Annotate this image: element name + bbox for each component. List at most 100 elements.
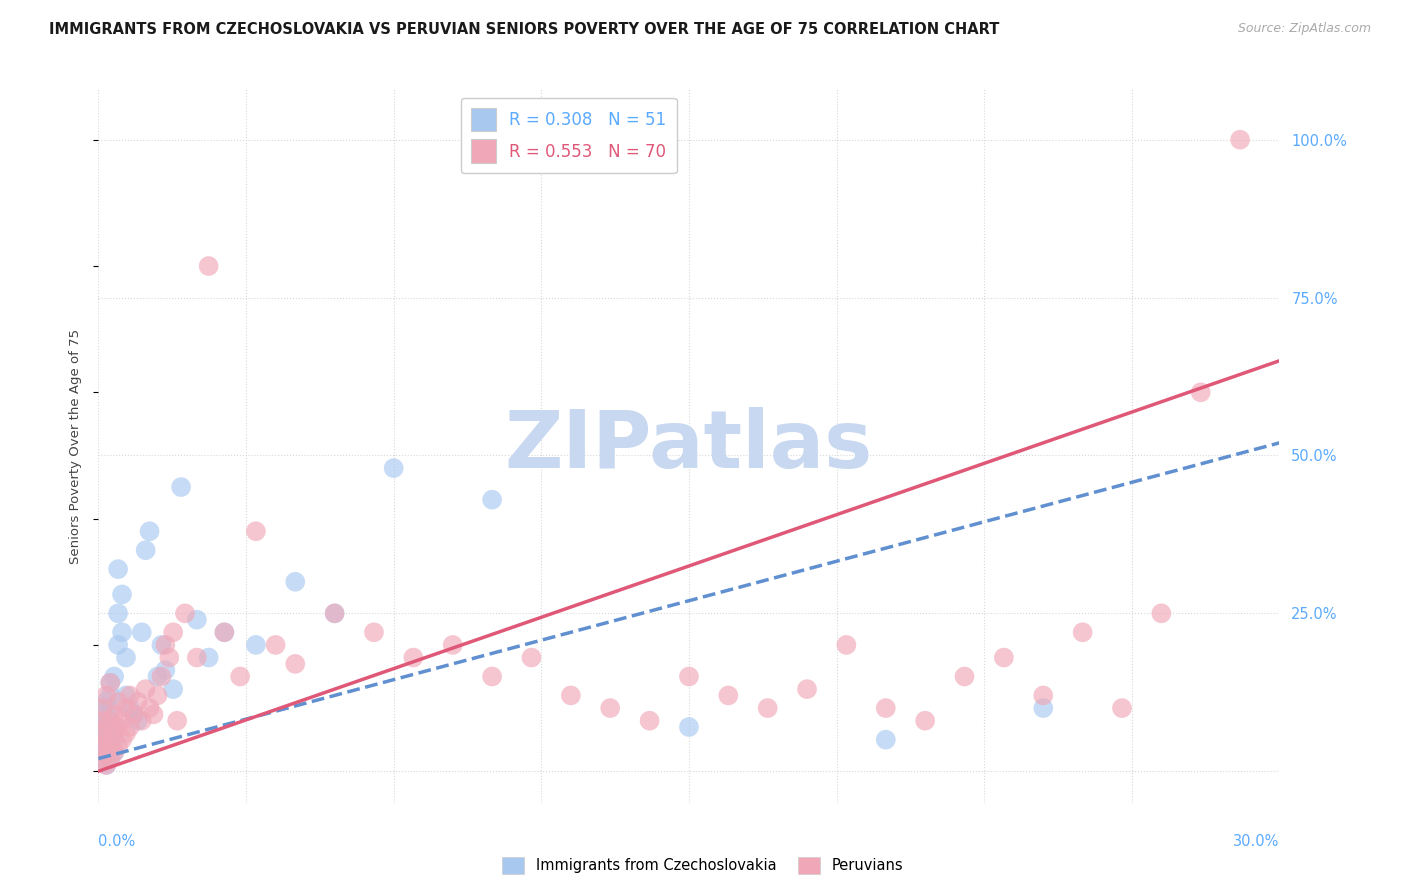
Point	[122, 707, 145, 722]
Point	[157, 650, 180, 665]
Point	[1229, 133, 1251, 147]
Point	[155, 638, 177, 652]
Point	[118, 720, 141, 734]
Point	[118, 689, 141, 703]
Point	[402, 650, 425, 665]
Point	[146, 669, 169, 683]
Y-axis label: Seniors Poverty Over the Age of 75: Seniors Poverty Over the Age of 75	[69, 328, 83, 564]
Point	[214, 625, 236, 640]
Point	[520, 650, 543, 665]
Point	[96, 689, 118, 703]
Point	[363, 625, 385, 640]
Point	[103, 745, 125, 759]
Point	[135, 543, 157, 558]
Point	[91, 739, 114, 753]
Point	[98, 714, 121, 728]
Point	[98, 689, 121, 703]
Point	[197, 259, 219, 273]
Point	[107, 720, 129, 734]
Point	[197, 650, 219, 665]
Point	[91, 714, 114, 728]
Point	[481, 492, 503, 507]
Point	[98, 714, 121, 728]
Point	[91, 701, 114, 715]
Point	[245, 524, 267, 539]
Point	[1150, 607, 1173, 621]
Point	[1189, 385, 1212, 400]
Point	[107, 739, 129, 753]
Point	[717, 689, 740, 703]
Point	[186, 613, 208, 627]
Point	[135, 682, 157, 697]
Point	[111, 625, 134, 640]
Point	[91, 751, 114, 765]
Point	[155, 663, 177, 677]
Legend: R = 0.308   N = 51, R = 0.553   N = 70: R = 0.308 N = 51, R = 0.553 N = 70	[461, 97, 676, 173]
Text: IMMIGRANTS FROM CZECHOSLOVAKIA VS PERUVIAN SENIORS POVERTY OVER THE AGE OF 75 CO: IMMIGRANTS FROM CZECHOSLOVAKIA VS PERUVI…	[49, 22, 1000, 37]
Point	[103, 669, 125, 683]
Text: ZIPatlas: ZIPatlas	[505, 407, 873, 485]
Point	[96, 732, 118, 747]
Point	[1032, 689, 1054, 703]
Point	[91, 714, 114, 728]
Point	[875, 732, 897, 747]
Point	[103, 726, 125, 740]
Point	[481, 669, 503, 683]
Point	[166, 714, 188, 728]
Point	[91, 726, 114, 740]
Point	[103, 720, 125, 734]
Point	[953, 669, 976, 683]
Point	[96, 707, 118, 722]
Point	[150, 669, 173, 683]
Point	[142, 707, 165, 722]
Point	[103, 732, 125, 747]
Point	[382, 461, 405, 475]
Point	[111, 587, 134, 601]
Point	[131, 714, 153, 728]
Point	[323, 607, 346, 621]
Point	[91, 739, 114, 753]
Point	[98, 675, 121, 690]
Point	[993, 650, 1015, 665]
Point	[1111, 701, 1133, 715]
Point	[115, 701, 138, 715]
Point	[107, 607, 129, 621]
Text: Source: ZipAtlas.com: Source: ZipAtlas.com	[1237, 22, 1371, 36]
Point	[638, 714, 661, 728]
Point	[115, 650, 138, 665]
Point	[96, 732, 118, 747]
Point	[96, 758, 118, 772]
Point	[914, 714, 936, 728]
Point	[96, 720, 118, 734]
Point	[214, 625, 236, 640]
Point	[560, 689, 582, 703]
Point	[96, 695, 118, 709]
Point	[1032, 701, 1054, 715]
Point	[264, 638, 287, 652]
Point	[229, 669, 252, 683]
Point	[96, 745, 118, 759]
Point	[91, 751, 114, 765]
Point	[107, 562, 129, 576]
Point	[835, 638, 858, 652]
Point	[111, 732, 134, 747]
Point	[98, 751, 121, 765]
Point	[118, 701, 141, 715]
Point	[107, 638, 129, 652]
Point	[678, 669, 700, 683]
Point	[756, 701, 779, 715]
Point	[103, 707, 125, 722]
Point	[98, 675, 121, 690]
Point	[91, 726, 114, 740]
Point	[127, 695, 149, 709]
Point	[245, 638, 267, 652]
Point	[875, 701, 897, 715]
Point	[138, 701, 160, 715]
Point	[107, 695, 129, 709]
Point	[115, 689, 138, 703]
Point	[103, 745, 125, 759]
Point	[131, 625, 153, 640]
Point	[162, 682, 184, 697]
Point	[98, 739, 121, 753]
Point	[122, 707, 145, 722]
